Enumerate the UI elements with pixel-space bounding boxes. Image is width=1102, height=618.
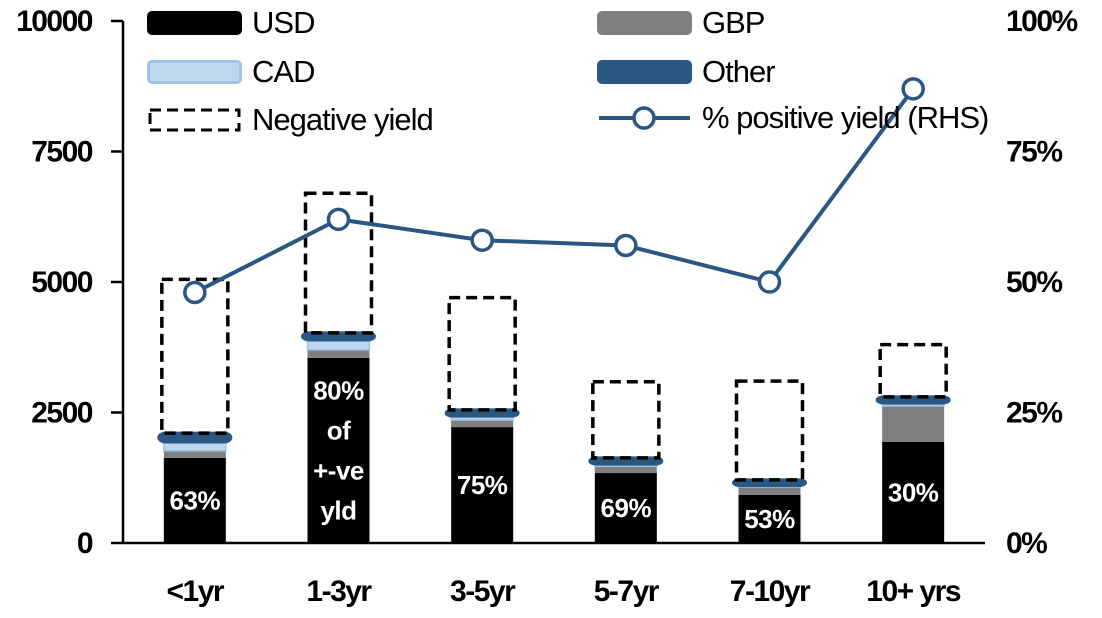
legend-item-gbp: GBP xyxy=(597,5,765,40)
legend-item-usd: USD xyxy=(147,5,315,40)
gbp-swatch xyxy=(597,10,692,35)
bar-segment-usd xyxy=(882,441,945,543)
bar-segment-gbp xyxy=(882,405,945,442)
cad-swatch xyxy=(147,59,242,84)
negative-yield-outline xyxy=(591,379,661,460)
category-label: 7-10yr xyxy=(730,575,811,608)
positive-yield-line-swatch-icon xyxy=(599,105,690,130)
positive-yield-marker xyxy=(901,77,925,101)
right-axis-tick-label: 100% xyxy=(1006,5,1078,38)
bar-segment-other xyxy=(157,431,233,444)
legend-item-other: Other xyxy=(597,54,776,89)
other-swatch xyxy=(597,59,692,84)
positive-yield-marker xyxy=(183,280,207,305)
bar-segment-gbp xyxy=(307,349,370,358)
positive-yield-line xyxy=(193,87,915,295)
bar-segment-usd xyxy=(738,494,801,543)
legend-item-cad: CAD xyxy=(147,54,315,89)
bar-percent-label: 63% xyxy=(170,485,221,515)
negative-yield-outline xyxy=(734,379,805,482)
bar-segment-gbp xyxy=(451,420,514,428)
legend-label-cad: CAD xyxy=(252,54,315,89)
negative-yield-outline xyxy=(878,342,948,399)
bar-segment-gbp xyxy=(738,487,801,495)
bar-percent-label: 75% xyxy=(457,470,508,500)
negative-yield-outline xyxy=(160,277,230,435)
bar-segment-usd xyxy=(307,357,370,543)
bar-segment-usd xyxy=(163,457,226,543)
right-axis-tick-label: 0% xyxy=(1006,527,1047,560)
bar-percent-label: 30% xyxy=(888,477,939,507)
positive-yield-marker xyxy=(470,228,494,252)
positive-yield-marker xyxy=(614,233,638,258)
bar-segment-usd xyxy=(594,473,657,543)
legend-label-usd: USD xyxy=(252,5,315,40)
legend-label-other: Other xyxy=(702,54,776,89)
bar-percent-label: 69% xyxy=(601,493,652,523)
category-label: 10+ yrs xyxy=(866,575,961,608)
category-label: 1-3yr xyxy=(306,575,372,608)
category-label: <1yr xyxy=(167,575,225,608)
negative-yield-swatch-icon xyxy=(148,108,241,131)
right-axis-tick-label: 25% xyxy=(1006,397,1062,430)
bar-segment-usd xyxy=(451,427,514,543)
bar-percent-label: 80% of +-ve yld xyxy=(313,375,364,525)
usd-swatch xyxy=(147,10,242,35)
legend-label-negative-yield: Negative yield xyxy=(252,102,434,137)
left-axis-tick-label: 10000 xyxy=(16,5,93,38)
bar-percent-label: 53% xyxy=(744,504,795,534)
legend-item-negative-yield: Negative yield xyxy=(147,102,434,137)
left-axis-tick-label: 7500 xyxy=(31,136,93,169)
right-axis-tick-label: 50% xyxy=(1006,266,1062,299)
negative-yield-outline xyxy=(447,295,517,412)
right-axis-tick-label: 75% xyxy=(1006,136,1062,169)
legend-item-positive-yield: % positive yield (RHS) xyxy=(597,100,989,135)
left-axis-tick-label: 5000 xyxy=(31,266,93,299)
bar-segment-other xyxy=(875,395,951,405)
left-axis-tick-label: 2500 xyxy=(31,397,93,430)
legend-label-positive-yield: % positive yield (RHS) xyxy=(702,100,989,135)
positive-yield-marker xyxy=(757,270,782,294)
bar-segment-gbp xyxy=(163,450,226,458)
left-axis-tick-label: 0 xyxy=(77,527,93,560)
legend-label-gbp: GBP xyxy=(702,5,765,40)
positive-yield-marker xyxy=(326,207,351,232)
category-label: 5-7yr xyxy=(594,575,660,608)
negative-yield-outline xyxy=(303,191,374,335)
bar-segment-gbp xyxy=(594,466,657,474)
category-label: 3-5yr xyxy=(450,575,516,608)
